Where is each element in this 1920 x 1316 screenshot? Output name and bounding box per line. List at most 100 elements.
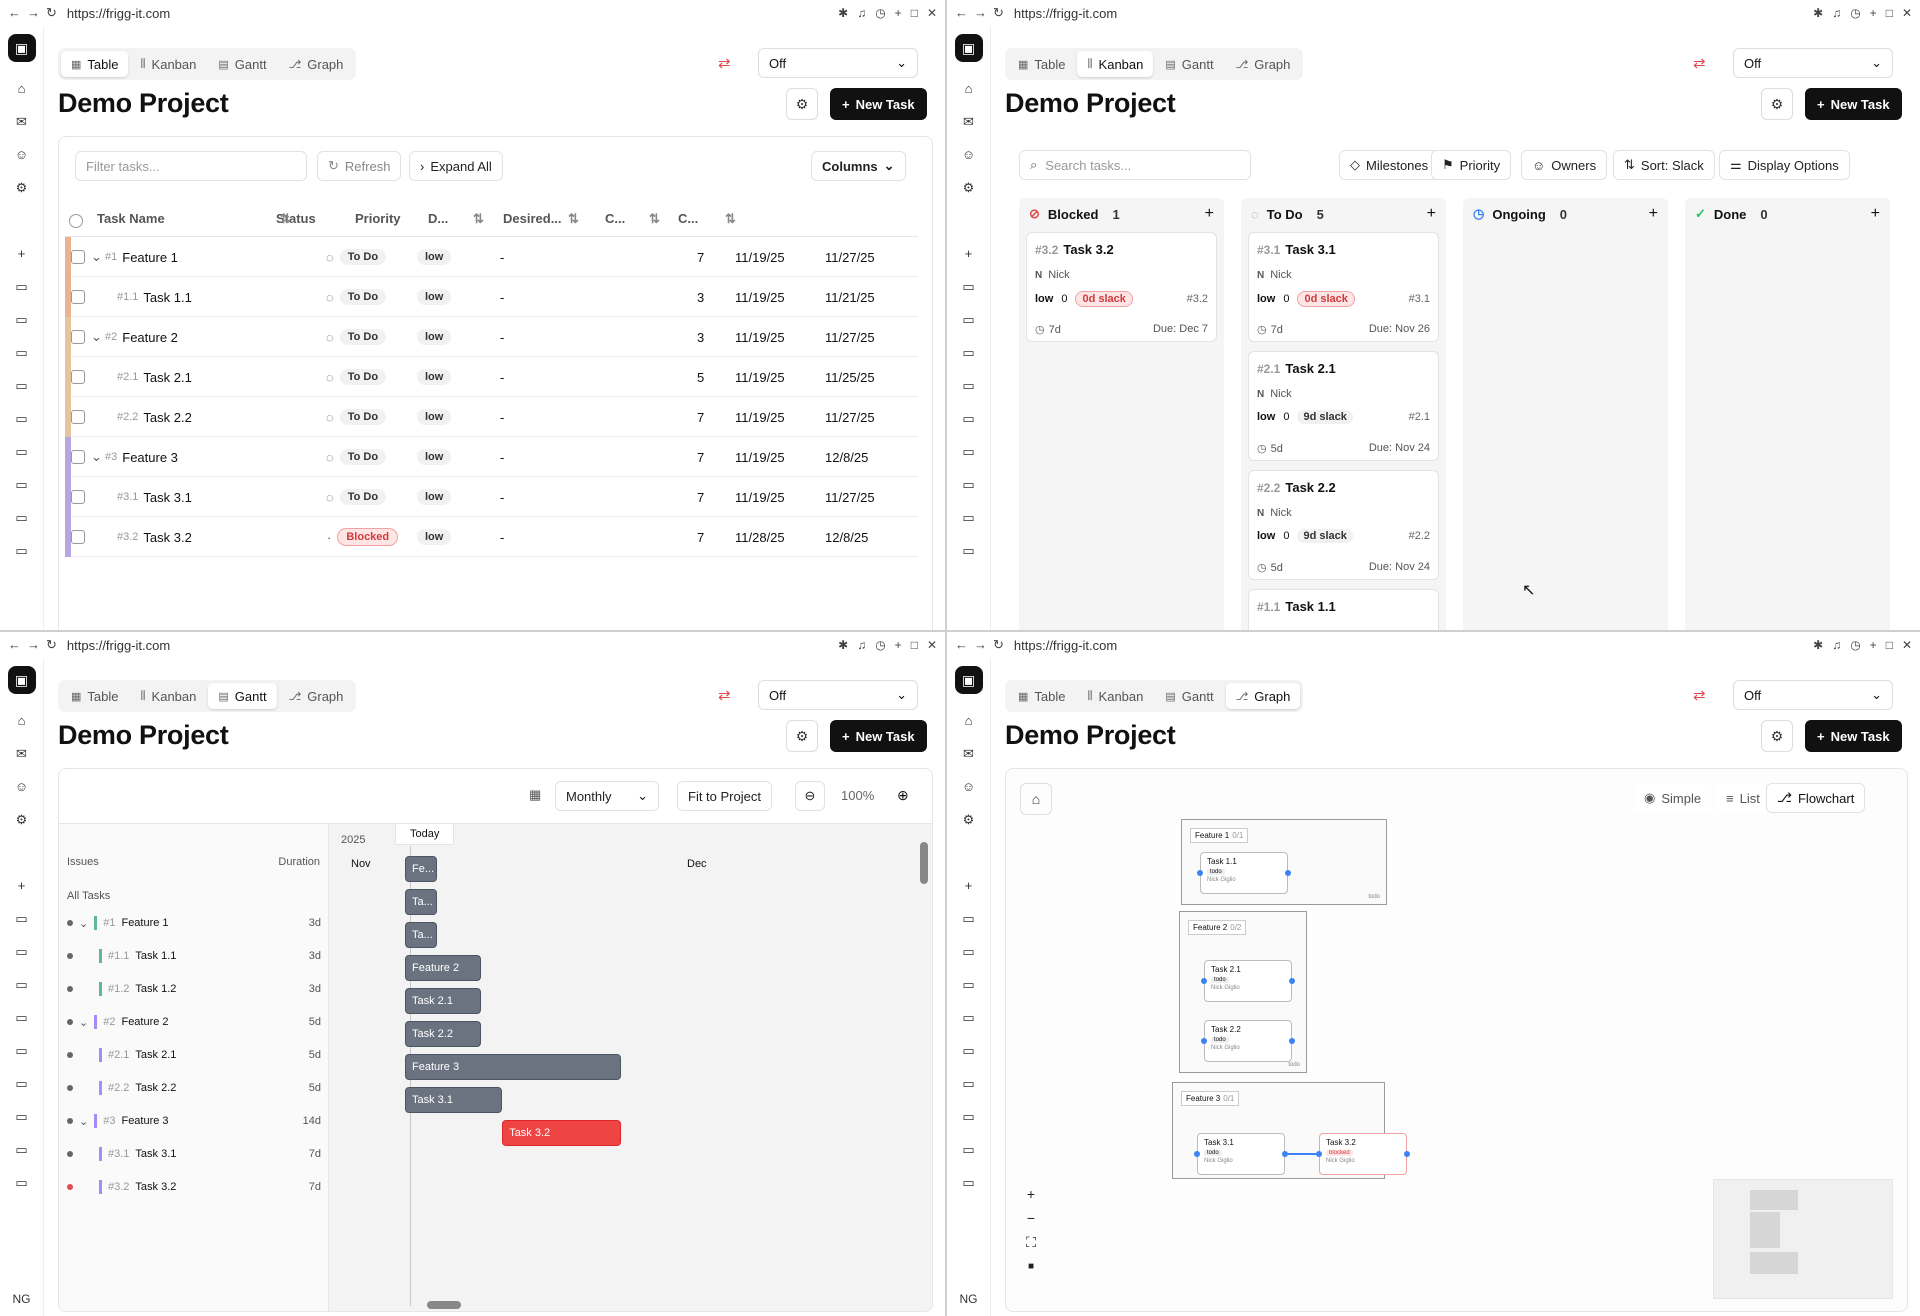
tab-gantt[interactable]: ▤ Gantt bbox=[208, 683, 277, 709]
inbox-icon[interactable]: ✉ bbox=[16, 745, 27, 761]
horizontal-scrollbar[interactable] bbox=[427, 1301, 461, 1309]
search-tasks-input[interactable]: ⌕ Search tasks... bbox=[1019, 150, 1251, 180]
clock-icon[interactable]: ◷ bbox=[875, 638, 886, 652]
folder-icon[interactable]: ▭ bbox=[15, 476, 28, 492]
new-task-button[interactable]: + New Task bbox=[830, 720, 927, 752]
app-logo[interactable]: ▣ bbox=[7, 34, 36, 62]
task-name[interactable]: #2.1 Task 2.1 bbox=[117, 357, 192, 397]
input-port[interactable] bbox=[1316, 1151, 1322, 1157]
input-port[interactable] bbox=[1201, 1038, 1207, 1044]
folder-icon[interactable]: ▭ bbox=[962, 1042, 975, 1058]
folder-icon[interactable]: ▭ bbox=[15, 1141, 28, 1157]
tab-table[interactable]: ▦ Table bbox=[61, 683, 128, 709]
graph-canvas[interactable]: ⌂ ◉ Simple ≡ List ⎇ Flowchart Feature 1 0/1 todo T… bbox=[1005, 768, 1908, 1312]
folder-icon[interactable]: ▭ bbox=[962, 1009, 975, 1025]
maximize-icon[interactable]: □ bbox=[910, 6, 918, 20]
gantt-bar[interactable]: Ta... bbox=[405, 889, 438, 915]
address-bar[interactable]: https://frigg-it.com bbox=[66, 5, 171, 21]
gantt-bar[interactable]: Task 2.2 bbox=[405, 1021, 481, 1047]
table-row[interactable]: #2.2 Task 2.2 ◌ To Do low - 7 11/19/25 11/27/25 bbox=[65, 397, 918, 437]
task-name[interactable]: #2 Feature 2 bbox=[105, 317, 178, 357]
folder-icon[interactable]: ▭ bbox=[962, 910, 975, 926]
back-icon[interactable]: ← bbox=[955, 5, 968, 20]
folder-icon[interactable]: ▭ bbox=[962, 509, 975, 525]
refresh-button[interactable]: ↻ Refresh bbox=[317, 151, 402, 181]
milestones-button[interactable]: ◇ Milestones bbox=[1339, 150, 1440, 180]
sort-icon[interactable]: ⇅ bbox=[725, 210, 736, 226]
filter-tasks-input[interactable]: Filter tasks... bbox=[75, 151, 307, 181]
gantt-row-label[interactable]: #2.2 Task 2.2 5d bbox=[67, 1075, 321, 1101]
zoom-out-icon[interactable]: − bbox=[1026, 1210, 1036, 1226]
forward-icon[interactable]: → bbox=[27, 637, 40, 652]
priority-cell[interactable]: low bbox=[417, 437, 452, 477]
gantt-bar[interactable]: Fe... bbox=[405, 856, 438, 882]
folder-icon[interactable]: ▭ bbox=[962, 976, 975, 992]
sort-icon[interactable]: ⇅ bbox=[473, 210, 484, 226]
back-icon[interactable]: ← bbox=[8, 637, 21, 652]
mode-list[interactable]: ≡ List bbox=[1716, 783, 1770, 813]
row-checkbox[interactable] bbox=[71, 530, 85, 544]
inbox-icon[interactable]: ✉ bbox=[963, 745, 974, 761]
row-checkbox[interactable] bbox=[71, 250, 85, 264]
home-icon[interactable]: ⌂ bbox=[17, 713, 26, 728]
tab-gantt[interactable]: ▤ Gantt bbox=[208, 51, 276, 77]
folder-icon[interactable]: ▭ bbox=[962, 542, 975, 558]
priority-cell[interactable]: low bbox=[417, 277, 452, 317]
filter-select[interactable]: Off ⌄ bbox=[758, 680, 918, 710]
tab-graph[interactable]: ⎇ Graph bbox=[1226, 51, 1301, 77]
folder-icon[interactable]: ▭ bbox=[962, 476, 975, 492]
status-cell[interactable]: ◌ To Do bbox=[326, 477, 387, 517]
priority-cell[interactable]: low bbox=[417, 477, 452, 517]
app-logo[interactable]: ▣ bbox=[7, 666, 36, 694]
forward-icon[interactable]: → bbox=[974, 5, 987, 20]
select-all-checkbox[interactable] bbox=[69, 214, 83, 228]
filter-config-icon[interactable]: ⇄ bbox=[718, 687, 731, 704]
add-project-icon[interactable]: + bbox=[17, 878, 26, 893]
bug-icon[interactable]: ✱ bbox=[838, 6, 849, 20]
folder-icon[interactable]: ▭ bbox=[962, 1174, 975, 1190]
folder-icon[interactable]: ▭ bbox=[15, 443, 28, 459]
task-card[interactable]: #2.1 Task 2.1 N Nick low 0 9d slack #2.1 ◷ 5d Due:… bbox=[1248, 351, 1439, 461]
sort-icon[interactable]: ⇅ bbox=[568, 210, 579, 226]
expand-all-button[interactable]: › Expand All bbox=[409, 151, 503, 181]
settings-icon[interactable]: ⚙ bbox=[15, 179, 28, 195]
project-settings-button[interactable]: ⚙ bbox=[1761, 88, 1793, 120]
minimap[interactable] bbox=[1713, 1179, 1893, 1299]
input-port[interactable] bbox=[1201, 978, 1207, 984]
sort-icon[interactable]: ⇅ bbox=[280, 210, 291, 226]
column-header[interactable]: Task Name bbox=[97, 211, 165, 226]
zoom-in-button[interactable]: ⊕ bbox=[897, 787, 909, 803]
column-header[interactable]: Status bbox=[276, 211, 316, 226]
priority-button[interactable]: ⚑ Priority bbox=[1431, 150, 1512, 180]
status-cell[interactable]: ◌ To Do bbox=[326, 237, 387, 277]
folder-icon[interactable]: ▭ bbox=[15, 542, 28, 558]
priority-cell[interactable]: low bbox=[417, 517, 452, 557]
team-icon[interactable]: ☺ bbox=[961, 147, 976, 162]
gantt-row-label[interactable]: #3.2 Task 3.2 7d bbox=[67, 1174, 321, 1200]
task-name[interactable]: #3.2 Task 3.2 bbox=[117, 517, 192, 557]
new-task-button[interactable]: + New Task bbox=[830, 88, 927, 120]
input-port[interactable] bbox=[1194, 1151, 1200, 1157]
folder-icon[interactable]: ▭ bbox=[15, 311, 28, 327]
filter-config-icon[interactable]: ⇄ bbox=[718, 55, 731, 72]
project-settings-button[interactable]: ⚙ bbox=[786, 720, 818, 752]
lock-icon[interactable]: ■ bbox=[1027, 1260, 1035, 1272]
table-row[interactable]: ⌄ #1 Feature 1 ◌ To Do low - 7 11/19/25 11/27/25 bbox=[65, 237, 918, 277]
feature-group[interactable]: Feature 1 0/1 todo Task 1.1 todo Nick Giglio bbox=[1181, 819, 1387, 905]
scale-select[interactable]: Monthly ⌄ bbox=[555, 781, 659, 811]
input-port[interactable] bbox=[1197, 870, 1203, 876]
settings-icon[interactable]: ⚙ bbox=[15, 811, 28, 827]
project-settings-button[interactable]: ⚙ bbox=[786, 88, 818, 120]
table-row[interactable]: ⌄ #2 Feature 2 ◌ To Do low - 3 11/19/25 11/27/25 bbox=[65, 317, 918, 357]
task-name[interactable]: #2.2 Task 2.2 bbox=[117, 397, 192, 437]
gantt-bar[interactable]: Feature 2 bbox=[405, 955, 481, 981]
feature-group[interactable]: Feature 2 0/2 todo Task 2.1 todo Nick Giglio T… bbox=[1179, 911, 1307, 1073]
reload-icon[interactable]: ↻ bbox=[46, 637, 57, 652]
bell-icon[interactable]: ♫ bbox=[857, 638, 867, 652]
bell-icon[interactable]: ♫ bbox=[1832, 6, 1842, 20]
table-row[interactable]: #2.1 Task 2.1 ◌ To Do low - 5 11/19/25 11/25/25 bbox=[65, 357, 918, 397]
folder-icon[interactable]: ▭ bbox=[15, 344, 28, 360]
task-name[interactable]: #3.1 Task 3.1 bbox=[117, 477, 192, 517]
folder-icon[interactable]: ▭ bbox=[962, 943, 975, 959]
